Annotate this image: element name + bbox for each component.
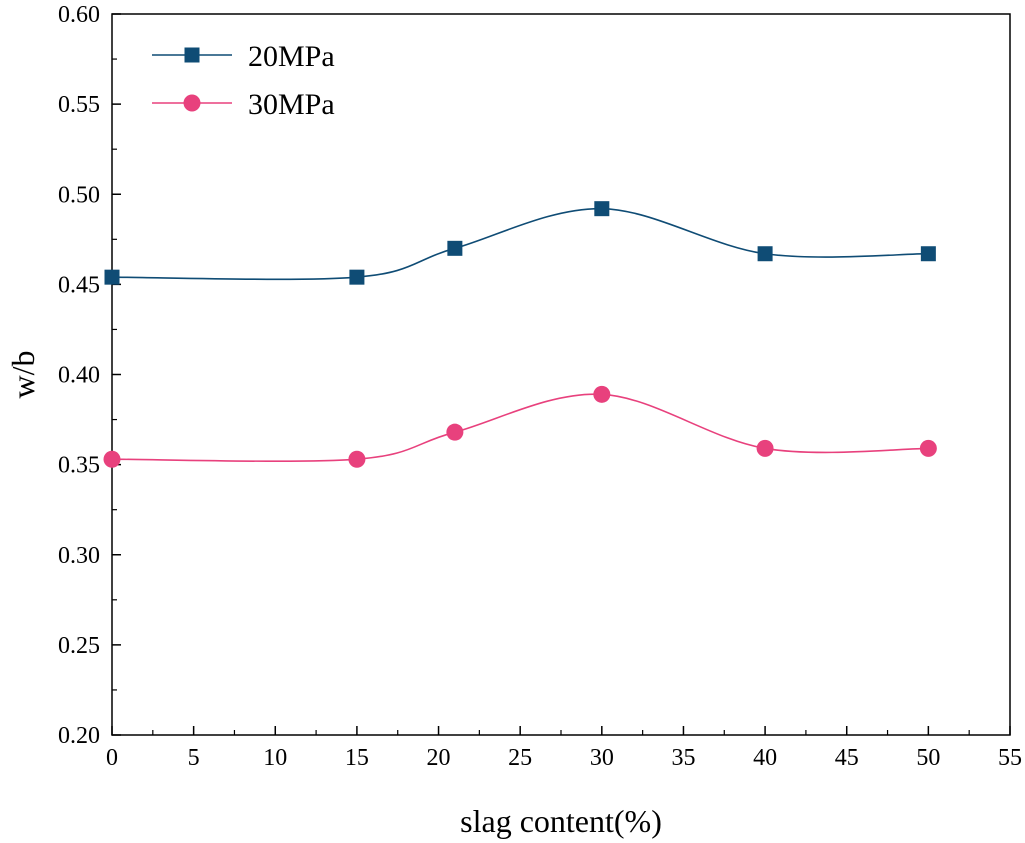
x-tick-label: 50 [916,745,940,771]
plot-border [111,13,1011,736]
x-tick-label: 40 [753,745,777,771]
x-tick-label: 5 [188,745,200,771]
data-point [593,385,611,403]
x-axis-title: slag content(%) [460,803,662,839]
y-tick-label: 0.35 [58,453,100,479]
x-tick-label: 35 [671,745,695,771]
legend-item: 30MPa [152,88,335,121]
y-tick-label: 0.45 [58,272,100,298]
x-tick-label: 20 [427,745,451,771]
series-group [103,201,937,468]
axis-ticks: 0 5 10 15 20 25 30 35 40 45 50 55 0.20 0.25 0.30 0.35 0.… [58,2,1022,771]
y-axis-title: w/b [5,351,41,399]
legend-label: 20MPa [248,40,335,73]
data-point [594,201,610,217]
legend-marker [184,47,200,63]
data-point [920,246,936,262]
data-point [919,439,937,457]
y-tick-label: 0.60 [58,2,100,28]
legend-marker [183,94,201,112]
data-point [446,423,464,441]
data-point [348,450,366,468]
x-tick-label: 10 [263,745,287,771]
legend: 20MPa 30MPa [152,40,335,121]
plot-frame [111,13,1011,736]
data-point [447,240,463,256]
legend-label: 30MPa [248,88,335,121]
x-tick-label: 55 [998,745,1022,771]
series-2 [103,385,937,468]
y-tick-label: 0.20 [58,723,100,749]
x-tick-label: 0 [106,745,118,771]
y-tick-label: 0.50 [58,182,100,208]
data-point [757,246,773,262]
data-point [103,450,121,468]
y-tick-label: 0.30 [58,543,100,569]
y-tick-label: 0.55 [58,92,100,118]
data-point [756,439,774,457]
y-tick-label: 0.25 [58,633,100,659]
x-tick-label: 25 [508,745,532,771]
data-point [104,269,120,285]
series-line [111,393,929,463]
legend-item: 20MPa [152,40,335,73]
series-1 [104,201,936,285]
series-line [111,207,929,281]
data-point [349,269,365,285]
y-tick-label: 0.40 [58,363,100,389]
x-tick-label: 45 [835,745,859,771]
x-tick-label: 15 [345,745,369,771]
x-tick-label: 30 [590,745,614,771]
